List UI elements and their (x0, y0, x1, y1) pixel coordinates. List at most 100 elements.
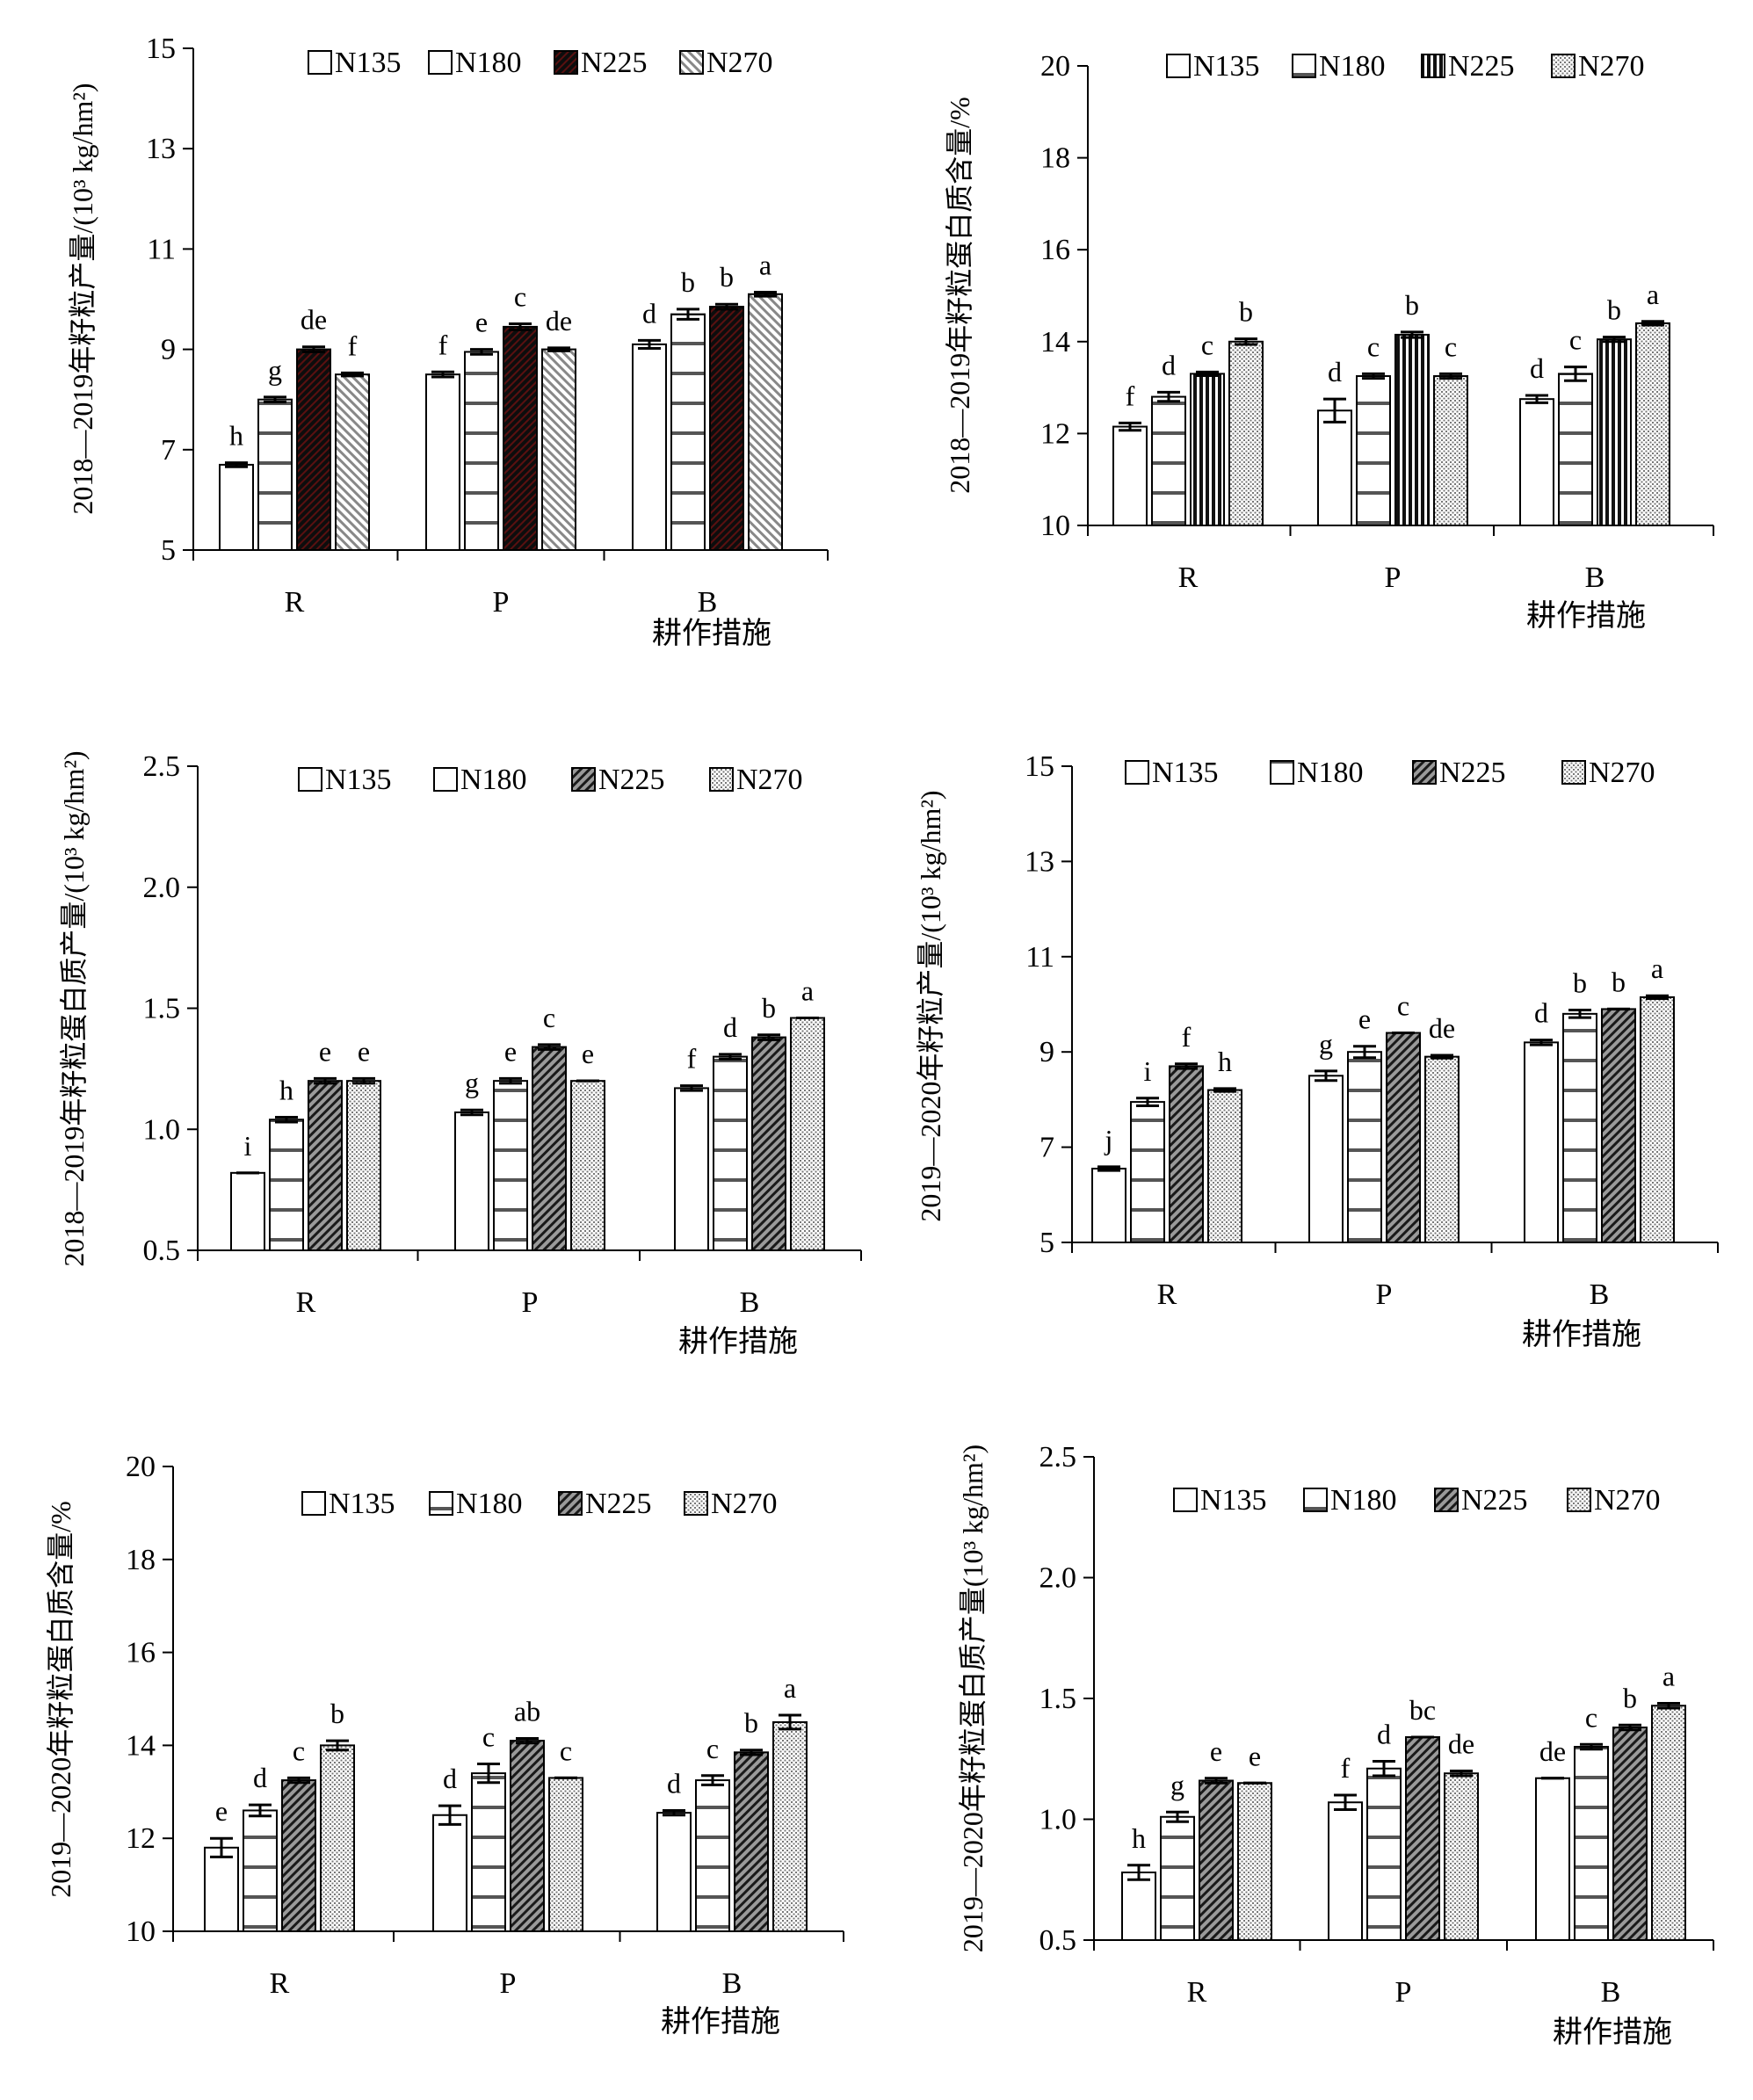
bar-N225-R[interactable] (281, 1779, 316, 1932)
legend-swatch (709, 767, 734, 792)
bar-N270-P[interactable] (1424, 1055, 1460, 1243)
significance-letter: g (1319, 1028, 1333, 1060)
bar-N135-R[interactable] (1121, 1872, 1156, 1941)
bar-N225-R[interactable] (296, 348, 331, 551)
bar-N270-P[interactable] (1444, 1772, 1479, 1941)
legend-swatch (428, 50, 453, 75)
bar-N225-P[interactable] (1386, 1032, 1421, 1244)
bar-N180-R[interactable] (1151, 395, 1186, 526)
category-label-P: P (1385, 561, 1402, 594)
bar-N180-P[interactable] (1356, 375, 1391, 526)
bar-N180-R[interactable] (257, 398, 293, 552)
bar-N135-P[interactable] (1317, 409, 1352, 526)
bar-N270-B[interactable] (1635, 322, 1670, 526)
bar-N180-P[interactable] (471, 1772, 506, 1933)
legend-label: N180 (460, 764, 527, 796)
bar-N180-B[interactable] (713, 1055, 748, 1251)
bar-N180-B[interactable] (670, 313, 706, 551)
bar-N270-R[interactable] (1228, 340, 1264, 526)
y-axis-title: 2018—2019年籽粒产量/(10³ kg/hm²) (67, 83, 98, 514)
legend-swatch (1303, 1488, 1328, 1512)
bar-N135-P[interactable] (1308, 1075, 1344, 1244)
bar-N270-B[interactable] (1651, 1705, 1686, 1941)
bar-N135-R[interactable] (1112, 425, 1148, 526)
bar-N135-B[interactable] (1524, 1041, 1559, 1243)
bar-N225-P[interactable] (532, 1046, 567, 1251)
bar-N225-B[interactable] (1601, 1008, 1636, 1244)
bar-N180-R[interactable] (1130, 1101, 1165, 1243)
bar-N270-B[interactable] (790, 1017, 825, 1252)
bar-N270-R[interactable] (1237, 1782, 1272, 1941)
bar-N135-P[interactable] (425, 373, 460, 551)
bar-N270-R[interactable] (1207, 1089, 1242, 1244)
bar-N270-P[interactable] (1433, 375, 1468, 526)
y-axis-title: 2019—2020年籽粒蛋白质产量(10³ kg/hm²) (957, 1445, 989, 1952)
significance-letter: e (215, 1795, 228, 1827)
bar-N225-B[interactable] (1612, 1727, 1648, 1941)
bar-N135-P[interactable] (1328, 1801, 1363, 1941)
bar-N180-P[interactable] (464, 351, 499, 551)
significance-letter: j (1105, 1124, 1113, 1155)
bar-N135-P[interactable] (454, 1111, 489, 1251)
bar-N135-R[interactable] (230, 1171, 265, 1251)
bar-N135-B[interactable] (674, 1087, 709, 1252)
bar-N270-B[interactable] (748, 293, 783, 551)
bar-N270-P[interactable] (570, 1080, 605, 1252)
significance-letter: d (642, 297, 656, 329)
category-label-B: B (1585, 561, 1605, 594)
bar-N225-R[interactable] (1169, 1065, 1204, 1243)
bar-N225-R[interactable] (1199, 1779, 1234, 1941)
legend-swatch (429, 1491, 453, 1516)
bar-N180-R[interactable] (269, 1119, 304, 1251)
bar-N225-R[interactable] (308, 1080, 343, 1252)
bar-N270-B[interactable] (1640, 996, 1675, 1243)
bar-N270-P[interactable] (548, 1777, 583, 1933)
significance-letter: c (1569, 324, 1582, 356)
legend-label: N225 (585, 1488, 652, 1520)
bar-N270-R[interactable] (320, 1744, 355, 1933)
bar-N135-R[interactable] (1091, 1167, 1126, 1243)
category-label-P: P (1376, 1278, 1393, 1311)
bar-N270-B[interactable] (772, 1720, 808, 1932)
bar-N180-P[interactable] (1347, 1051, 1382, 1243)
bar-N180-R[interactable] (243, 1809, 278, 1932)
bar-N180-R[interactable] (1160, 1815, 1195, 1941)
significance-letter: e (1358, 1003, 1371, 1035)
bar-N135-B[interactable] (1519, 398, 1554, 526)
bar-N270-R[interactable] (335, 373, 370, 551)
bar-N135-B[interactable] (632, 343, 667, 552)
bar-N180-B[interactable] (695, 1779, 730, 1932)
bar-N225-R[interactable] (1190, 373, 1225, 526)
bar-N135-R[interactable] (204, 1846, 239, 1933)
bar-N180-P[interactable] (493, 1080, 528, 1252)
x-axis-title: 耕作措施 (1553, 2016, 1672, 2049)
bar-N225-B[interactable] (1597, 338, 1632, 526)
bar-N180-B[interactable] (1562, 1012, 1597, 1243)
bar-N180-B[interactable] (1558, 373, 1593, 526)
bar-N270-R[interactable] (346, 1080, 381, 1252)
legend-swatch (1412, 760, 1437, 785)
significance-letter: d (1328, 356, 1342, 387)
bar-N180-P[interactable] (1366, 1767, 1402, 1941)
bar-N225-B[interactable] (709, 306, 744, 551)
bar-N180-B[interactable] (1574, 1746, 1609, 1941)
bar-N225-P[interactable] (510, 1740, 545, 1932)
chart-panel-4: 5 7 9 11 13 15 R P Bj g d i e b f c b h de a N135 N180 N225 N27… (915, 750, 1719, 1351)
bar-N270-P[interactable] (541, 348, 576, 551)
legend-label: N180 (1319, 50, 1386, 83)
bar-N135-B[interactable] (656, 1812, 692, 1932)
bar-N135-R[interactable] (219, 463, 254, 551)
significance-letter: f (348, 329, 358, 361)
bar-N225-B[interactable] (751, 1036, 786, 1252)
category-label-B: B (1590, 1278, 1610, 1311)
bar-N135-B[interactable] (1535, 1777, 1570, 1941)
bar-N135-P[interactable] (432, 1814, 467, 1932)
bar-N225-P[interactable] (1405, 1736, 1440, 1941)
bar-N225-P[interactable] (1394, 333, 1430, 526)
bar-N225-P[interactable] (503, 325, 538, 551)
bar-N225-B[interactable] (734, 1751, 769, 1932)
category-label-B: B (722, 1967, 742, 2000)
significance-letter: b (744, 1707, 758, 1739)
legend-swatch (1125, 760, 1149, 785)
